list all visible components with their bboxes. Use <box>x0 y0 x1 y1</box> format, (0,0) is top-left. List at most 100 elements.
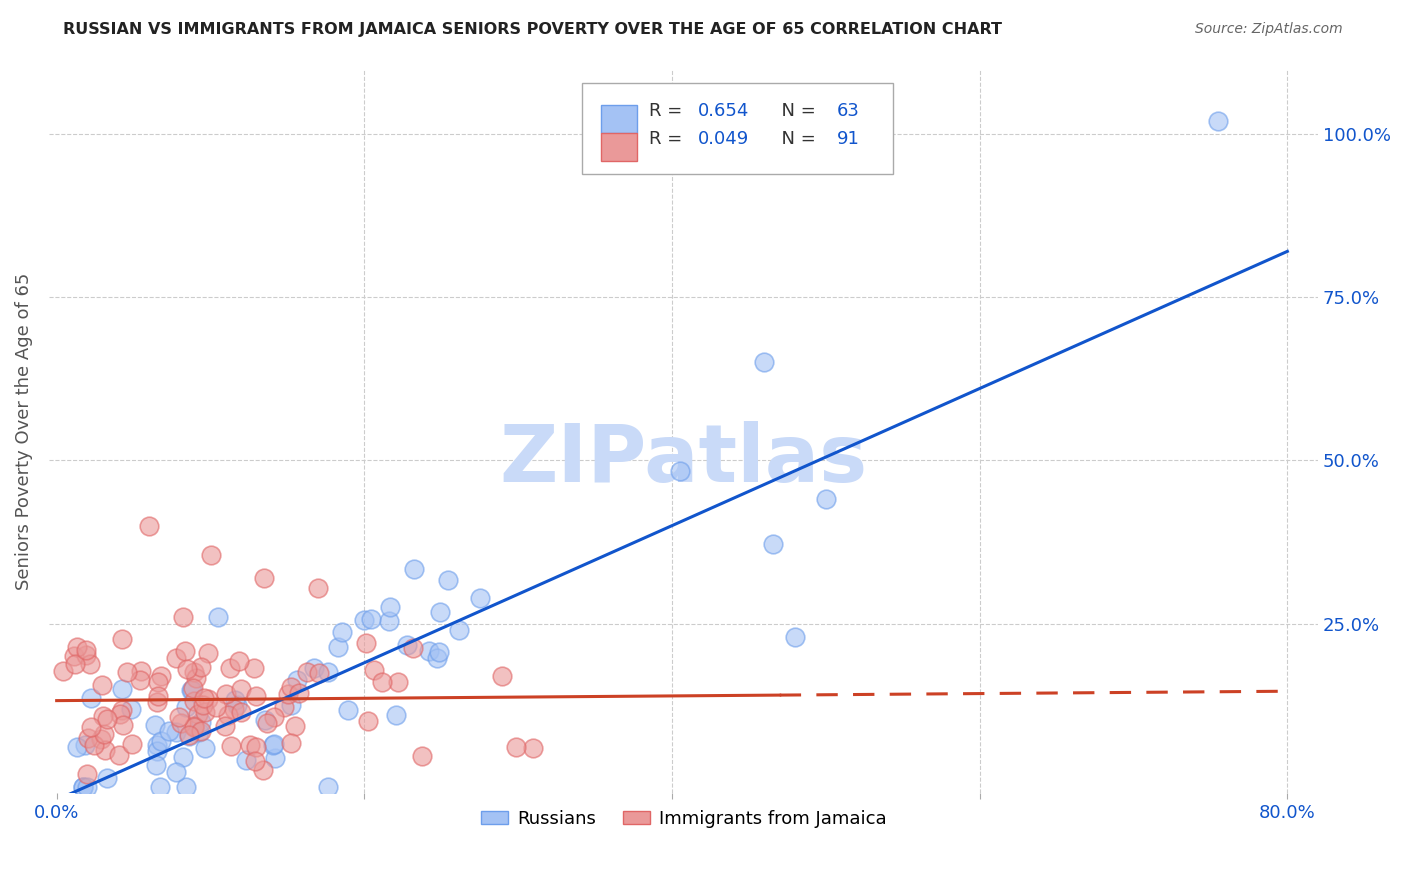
Point <box>75 643 97 657</box>
Point <box>217 708 239 723</box>
Point <box>150 669 173 683</box>
Point <box>149 780 172 794</box>
Point <box>307 581 329 595</box>
Point <box>262 738 284 752</box>
Point <box>181 681 204 696</box>
Point <box>669 464 692 478</box>
Point <box>308 666 330 681</box>
Point <box>170 715 193 730</box>
Point <box>76 780 98 794</box>
Point <box>354 636 377 650</box>
Point <box>176 662 198 676</box>
Point <box>353 613 375 627</box>
Point <box>254 713 277 727</box>
Text: N =: N = <box>770 102 821 120</box>
Point <box>357 714 380 729</box>
Point <box>111 682 134 697</box>
Point <box>174 780 197 794</box>
Point <box>470 591 492 606</box>
FancyBboxPatch shape <box>600 133 637 161</box>
Point <box>91 708 114 723</box>
Y-axis label: Seniors Poverty Over the Age of 65: Seniors Poverty Over the Age of 65 <box>15 272 32 590</box>
Point <box>184 671 207 685</box>
Point <box>280 698 302 713</box>
Point <box>436 574 458 588</box>
Point <box>449 624 471 638</box>
Point <box>121 737 143 751</box>
Point <box>411 748 433 763</box>
Point <box>180 683 202 698</box>
Point <box>378 600 401 615</box>
Point <box>165 765 187 780</box>
Point <box>176 699 198 714</box>
Text: 91: 91 <box>837 130 860 148</box>
Point <box>108 747 131 762</box>
Point <box>219 739 242 754</box>
Point <box>219 661 242 675</box>
Point <box>295 665 318 680</box>
Point <box>187 725 209 739</box>
Point <box>363 663 385 677</box>
Legend: Russians, Immigrants from Jamaica: Russians, Immigrants from Jamaica <box>474 803 894 835</box>
Point <box>377 614 399 628</box>
Point <box>256 716 278 731</box>
Point <box>418 644 440 658</box>
FancyBboxPatch shape <box>582 83 893 174</box>
Point <box>183 720 205 734</box>
Point <box>222 702 245 716</box>
Point <box>79 657 101 671</box>
Point <box>214 719 236 733</box>
Point <box>231 682 253 697</box>
Point <box>384 708 406 723</box>
Point <box>277 688 299 702</box>
Point <box>522 741 544 756</box>
Point <box>110 703 132 717</box>
Point <box>263 737 285 751</box>
Point <box>194 705 217 719</box>
Point <box>111 717 134 731</box>
Point <box>157 723 180 738</box>
Point <box>183 665 205 679</box>
Point <box>148 674 170 689</box>
Point <box>76 767 98 781</box>
Point <box>52 664 75 678</box>
Point <box>187 707 209 722</box>
Point <box>273 700 295 714</box>
Point <box>96 712 118 726</box>
Text: R =: R = <box>650 102 689 120</box>
Point <box>429 606 451 620</box>
Point <box>316 665 339 679</box>
Point <box>90 731 112 746</box>
Point <box>181 682 204 697</box>
Point <box>263 751 285 765</box>
Point <box>83 738 105 752</box>
Point <box>263 710 285 724</box>
Point <box>143 718 166 732</box>
Text: 0.049: 0.049 <box>697 130 749 148</box>
Point <box>302 661 325 675</box>
Point <box>91 678 114 692</box>
Point <box>63 648 86 663</box>
Point <box>76 731 98 746</box>
Point <box>228 654 250 668</box>
Point <box>762 537 785 551</box>
Point <box>252 763 274 777</box>
Point <box>193 741 215 756</box>
Point <box>215 687 238 701</box>
Point <box>80 720 103 734</box>
Point <box>145 744 167 758</box>
Point <box>79 690 101 705</box>
Point <box>491 668 513 682</box>
Point <box>287 686 309 700</box>
Point <box>326 640 349 655</box>
Point <box>287 673 309 687</box>
Point <box>165 725 187 739</box>
Point <box>754 355 776 369</box>
Point <box>120 702 142 716</box>
Point <box>165 650 187 665</box>
Point <box>75 738 97 752</box>
Point <box>280 736 302 750</box>
Point <box>1206 113 1229 128</box>
Point <box>191 698 214 713</box>
Point <box>200 548 222 562</box>
